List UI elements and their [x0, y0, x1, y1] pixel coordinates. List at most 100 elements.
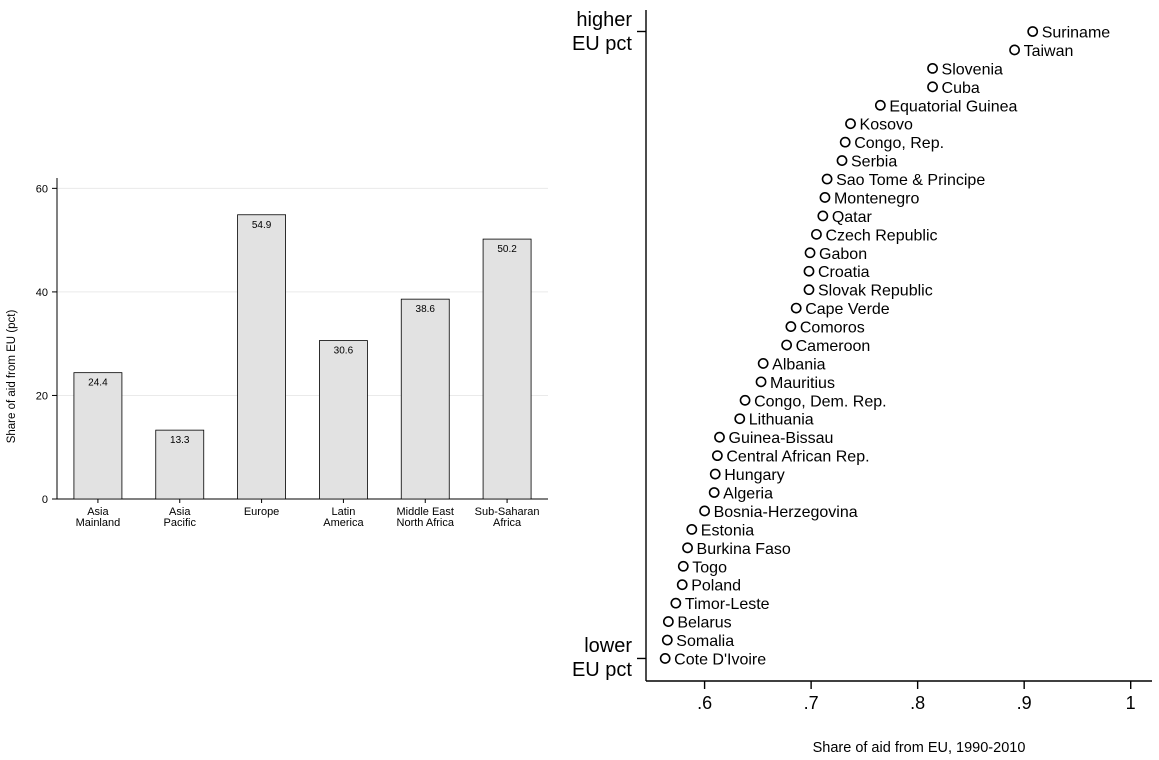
data-point	[845, 118, 856, 130]
x-axis-title: Share of aid from EU, 1990-2010	[813, 740, 1026, 756]
point-label: Czech Republic	[825, 227, 937, 244]
point-label: Cuba	[942, 80, 980, 97]
point-label: Belarus	[677, 615, 731, 632]
data-point	[811, 228, 822, 240]
point-label: Timor-Leste	[685, 596, 770, 613]
point-label: Lithuania	[749, 412, 814, 429]
point-label: Congo, Rep.	[854, 135, 944, 152]
y-top-label: higher	[576, 9, 632, 31]
data-point	[803, 265, 815, 277]
point-label: Taiwan	[1024, 43, 1074, 60]
point-label: Bosnia-Herzegovina	[714, 504, 858, 521]
point-label: Algeria	[723, 486, 773, 503]
data-point	[874, 99, 886, 111]
data-point	[677, 560, 689, 572]
data-point	[927, 81, 938, 93]
bar-value-label: 24.4	[88, 378, 108, 389]
bar	[482, 238, 532, 500]
x-tick-label: .8	[910, 693, 925, 713]
category-label: Europe	[244, 506, 279, 518]
point-label: Togo	[692, 559, 727, 576]
point-label: Burkina Faso	[697, 541, 791, 558]
y-axis-title: Share of aid from EU (pct)	[6, 310, 18, 444]
point-label: Albania	[772, 356, 825, 373]
bar-value-label: 38.6	[416, 304, 436, 315]
category-label: Asia	[87, 506, 109, 518]
y-tick-label: 40	[36, 287, 48, 299]
bar-chart: 0 20 40 60 Share of aid from EU (pct) 24.4 Asi…	[6, 178, 548, 529]
data-point	[1009, 44, 1020, 56]
data-point	[817, 210, 829, 222]
category-label: North Africa	[397, 517, 455, 529]
data-point	[709, 468, 721, 480]
point-label: Congo, Dem. Rep.	[754, 393, 887, 410]
data-point	[714, 431, 725, 443]
category-label: America	[323, 517, 364, 529]
bar-value-label: 13.3	[170, 435, 190, 446]
point-label: Serbia	[851, 154, 897, 171]
data-point	[686, 523, 698, 535]
point-label: Suriname	[1042, 25, 1111, 42]
bar-value-label: 30.6	[334, 346, 354, 357]
bar-value-label: 50.2	[497, 244, 517, 255]
point-label: Somalia	[676, 633, 734, 650]
data-point	[699, 505, 710, 517]
bar	[73, 372, 123, 500]
point-label: Slovak Republic	[818, 283, 933, 300]
point-label: Kosovo	[860, 117, 913, 134]
y-bottom-label: lower	[584, 635, 632, 657]
bar	[237, 214, 286, 500]
category-label: Asia	[169, 506, 191, 518]
data-point	[739, 394, 751, 406]
y-tick-label: 20	[36, 390, 48, 402]
y-tick-label: 60	[36, 183, 48, 195]
point-label: Slovenia	[942, 61, 1003, 78]
x-tick-label: .6	[697, 693, 712, 713]
data-point	[708, 487, 720, 498]
data-point	[781, 339, 793, 351]
point-label: Sao Tome & Principe	[836, 172, 985, 189]
data-point	[785, 321, 797, 332]
point-label: Equatorial Guinea	[889, 98, 1017, 115]
point-label: Comoros	[800, 320, 865, 337]
point-label: Croatia	[818, 264, 870, 281]
point-label: Qatar	[832, 209, 873, 226]
data-point	[927, 62, 938, 74]
y-top-label: EU pct	[572, 33, 632, 55]
point-label: Gabon	[819, 246, 867, 263]
data-point	[790, 302, 802, 314]
data-point	[1027, 26, 1039, 37]
data-point	[659, 653, 671, 664]
point-label: Mauritius	[770, 375, 835, 392]
data-point	[803, 284, 815, 296]
point-label: Estonia	[701, 522, 754, 539]
category-label: Pacific	[164, 517, 197, 529]
point-label: Montenegro	[834, 190, 919, 207]
category-label: Sub-Saharan	[475, 506, 540, 518]
point-label: Central African Rep.	[726, 449, 869, 466]
data-point	[682, 542, 693, 554]
data-point	[755, 376, 767, 388]
data-point	[662, 616, 674, 627]
category-label: Middle East	[397, 506, 454, 518]
y-bottom-label: EU pct	[572, 659, 632, 681]
point-label: Poland	[691, 578, 741, 595]
data-point	[734, 413, 746, 425]
bar	[155, 429, 205, 500]
x-tick-label: .7	[804, 693, 819, 713]
category-label: Mainland	[76, 517, 121, 529]
point-label: Cape Verde	[805, 301, 890, 318]
data-point	[711, 450, 723, 462]
y-tick-label: 0	[42, 494, 48, 506]
point-label: Hungary	[724, 467, 784, 484]
point-label: Guinea-Bissau	[729, 430, 834, 447]
bar-value-label: 54.9	[252, 220, 272, 231]
data-point	[676, 579, 688, 591]
bar	[400, 298, 450, 500]
point-label: Cameroon	[796, 338, 871, 355]
data-point	[670, 597, 682, 609]
bar	[319, 340, 368, 500]
data-point	[757, 358, 769, 369]
data-point	[819, 192, 831, 203]
